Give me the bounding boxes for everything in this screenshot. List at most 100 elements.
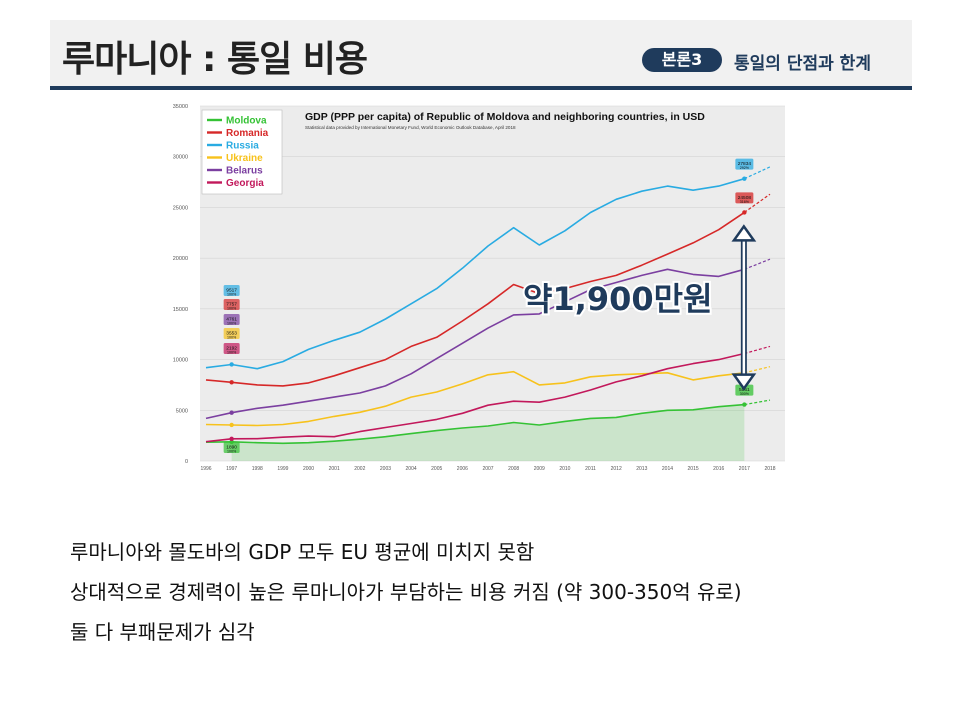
x-tick-label: 2013 [636, 466, 647, 472]
start-value-label: 1890 [226, 445, 237, 451]
y-tick-label: 25000 [173, 205, 188, 211]
start-pct-label: 100% [227, 293, 237, 297]
start-value-label: 4761 [226, 317, 237, 323]
x-tick-label: 2008 [508, 466, 519, 472]
x-tick-label: 2016 [713, 466, 724, 472]
point-start-belarus [229, 410, 234, 415]
plot-area [200, 106, 785, 461]
point-end-moldova [742, 402, 747, 407]
y-tick-label: 20000 [173, 256, 188, 262]
bullet-list: 루마니아와 몰도바의 GDP 모두 EU 평균에 미치지 못함 상대적으로 경제… [70, 532, 742, 652]
x-tick-label: 2012 [611, 466, 622, 472]
end-value-label: 24508 [738, 195, 752, 201]
start-pct-label: 100% [227, 450, 237, 454]
x-tick-label: 2010 [559, 466, 570, 472]
end-value-label: 5561 [739, 387, 750, 393]
x-tick-label: 2015 [688, 466, 699, 472]
x-tick-label: 2004 [406, 466, 417, 472]
y-tick-label: 30000 [173, 155, 188, 161]
chart-subtitle: Statistical data provided by Internation… [305, 125, 516, 130]
x-tick-label: 2009 [534, 466, 545, 472]
end-label-box [735, 192, 754, 204]
x-tick-label: 2006 [457, 466, 468, 472]
annotation-arrow-head-up [731, 224, 757, 242]
start-pct-label: 100% [227, 336, 237, 340]
x-tick-label: 2003 [380, 466, 391, 472]
start-label-box [223, 299, 240, 310]
start-pct-label: 100% [227, 307, 237, 311]
start-label-box [223, 328, 240, 339]
series-forecast-moldova [744, 399, 771, 406]
start-pct-label: 100% [227, 351, 237, 355]
point-start-georgia [229, 436, 234, 441]
x-tick-label: 1997 [226, 466, 237, 472]
section-badge: 본론3 [642, 48, 722, 72]
x-tick-label: 2000 [303, 466, 314, 472]
x-tick-label: 2007 [482, 466, 493, 472]
x-tick-label: 2017 [739, 466, 750, 472]
start-label-box [223, 343, 240, 354]
start-value-label: 2192 [226, 346, 237, 352]
gdp-chart: 0 5000 10000 15000 20000 25000 30000 35000 1996… [173, 104, 785, 472]
end-pct-label: 300% [740, 392, 750, 396]
start-label-box [223, 442, 240, 453]
x-tick-label: 2018 [764, 466, 775, 472]
start-value-label: 3553 [226, 331, 237, 337]
start-pct-label: 100% [227, 322, 237, 326]
x-tick-label: 2014 [662, 466, 673, 472]
header-bar: 루마니아 : 통일 비용 본론3 통일의 단점과 한계 [50, 20, 912, 88]
bullet-item: 상대적으로 경제력이 높은 루마니아가 부담하는 비용 커짐 (약 300-35… [70, 580, 742, 604]
series-line-russia [205, 177, 745, 370]
start-value-label: 7757 [226, 302, 237, 308]
point-start-ukraine [229, 422, 234, 428]
x-tick-label: 2011 [585, 466, 596, 472]
start-label-box [223, 285, 240, 296]
series-line-georgia [205, 352, 745, 443]
legend-label: Moldova [226, 116, 267, 127]
bullet-item: 둘 다 부패문제가 심각 [70, 620, 255, 644]
header-divider [50, 86, 912, 90]
end-value-label: 27834 [738, 161, 752, 167]
end-label-box [735, 384, 754, 396]
series-forecast-belarus [744, 258, 771, 270]
y-tick-label: 15000 [173, 307, 188, 313]
x-tick-label: 2002 [354, 466, 365, 472]
y-tick-label: 10000 [173, 358, 188, 364]
x-tick-label: 2005 [431, 466, 442, 472]
annotation-text: 약1,900만원 [523, 280, 713, 318]
chart-title: GDP (PPP per capita) of Republic of Mold… [305, 111, 705, 123]
series-line-belarus [205, 268, 745, 420]
series-line-romania [205, 211, 745, 387]
legend-label: Belarus [226, 166, 263, 177]
page-title: 루마니아 : 통일 비용 [62, 39, 368, 80]
series-forecast-ukraine [744, 366, 771, 374]
x-tick-label: 2001 [329, 466, 340, 472]
legend-box [201, 109, 283, 195]
start-label-box [223, 314, 240, 325]
point-end-romania [742, 210, 747, 215]
series-forecast-georgia [744, 345, 771, 355]
legend-label: Romania [226, 128, 269, 139]
y-tick-label: 5000 [176, 408, 188, 414]
annotation-arrow-head-down [731, 373, 757, 391]
x-tick-label: 1999 [277, 466, 288, 472]
point-start-russia [229, 362, 234, 367]
point-end-russia [742, 176, 747, 181]
y-tick-label: 0 [185, 459, 188, 465]
end-label-box [735, 158, 754, 170]
series-forecast-romania [744, 193, 771, 213]
section-subtitle: 통일의 단점과 한계 [734, 54, 871, 74]
legend-label: Ukraine [226, 153, 263, 164]
start-value-label: 9517 [226, 288, 237, 294]
bullet-item: 루마니아와 몰도바의 GDP 모두 EU 평균에 미치지 못함 [70, 540, 535, 564]
series-line-ukraine [205, 370, 745, 427]
series-line-moldova [205, 403, 745, 445]
y-tick-label: 35000 [173, 104, 188, 110]
x-tick-label: 1996 [200, 466, 211, 472]
legend-label: Russia [226, 141, 259, 152]
legend-label: Georgia [226, 178, 264, 189]
end-pct-label: 292% [740, 166, 750, 170]
moldova-area-fill [231, 404, 745, 461]
end-pct-label: 316% [740, 200, 750, 204]
x-tick-label: 1998 [252, 466, 263, 472]
